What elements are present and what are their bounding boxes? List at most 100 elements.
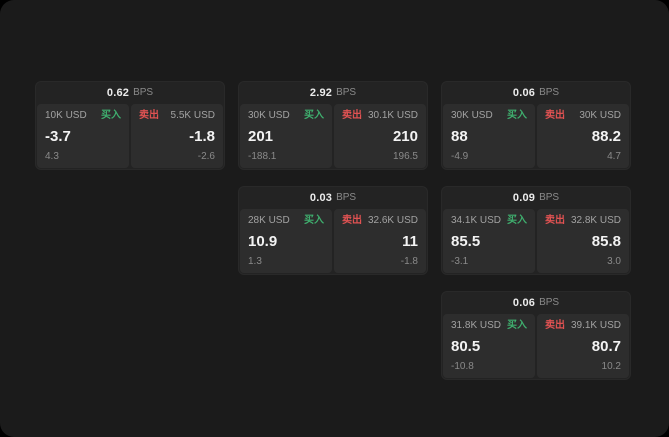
buy-amount: 30K USD bbox=[248, 110, 290, 121]
buy-tile[interactable]: 31.8K USD 买入 80.5 -10.8 bbox=[443, 314, 535, 378]
spread-value: 0.06 bbox=[512, 86, 536, 99]
sell-amount: 30.1K USD bbox=[367, 110, 418, 121]
sell-tile-top-row: 卖出 39.1K USD bbox=[545, 320, 621, 332]
sell-delta: 4.7 bbox=[607, 151, 621, 162]
sell-price: -1.8 bbox=[189, 128, 215, 145]
buy-tag: 买入 bbox=[507, 215, 527, 226]
quote-card: 0.06 BPS 31.8K USD 买入 80.5 -10.8 卖出 39.1… bbox=[441, 291, 631, 380]
sell-tag: 卖出 bbox=[545, 320, 565, 331]
buy-tile[interactable]: 34.1K USD 买入 85.5 -3.1 bbox=[443, 209, 535, 273]
sell-tile-top-row: 卖出 5.5K USD bbox=[139, 110, 215, 122]
spread-value: 0.09 bbox=[512, 191, 536, 204]
buy-tile[interactable]: 30K USD 买入 88 -4.9 bbox=[443, 104, 535, 168]
buy-amount: 28K USD bbox=[248, 215, 290, 226]
spread-header: 0.62 BPS bbox=[35, 81, 225, 104]
quote-card-body: 30K USD 买入 201 -188.1 卖出 30.1K USD 210 1… bbox=[238, 104, 428, 170]
sell-tile[interactable]: 卖出 30.1K USD 210 196.5 bbox=[334, 104, 426, 168]
buy-tile-top-row: 28K USD 买入 bbox=[248, 215, 324, 227]
quote-card: 2.92 BPS 30K USD 买入 201 -188.1 卖出 30.1K … bbox=[238, 81, 428, 170]
sell-tile[interactable]: 卖出 30K USD 88.2 4.7 bbox=[537, 104, 629, 168]
buy-delta: -4.9 bbox=[451, 151, 469, 162]
quote-card: 0.03 BPS 28K USD 买入 10.9 1.3 卖出 32.6K US… bbox=[238, 186, 428, 275]
sell-tile[interactable]: 卖出 39.1K USD 80.7 10.2 bbox=[537, 314, 629, 378]
buy-tile[interactable]: 10K USD 买入 -3.7 4.3 bbox=[37, 104, 129, 168]
spread-unit: BPS bbox=[133, 87, 154, 98]
spread-value: 0.03 bbox=[309, 191, 333, 204]
buy-price: 80.5 bbox=[451, 338, 481, 355]
buy-amount: 34.1K USD bbox=[451, 215, 502, 226]
spread-value: 2.92 bbox=[309, 86, 333, 99]
quote-card-body: 34.1K USD 买入 85.5 -3.1 卖出 32.8K USD 85.8… bbox=[441, 209, 631, 275]
quote-card-body: 28K USD 买入 10.9 1.3 卖出 32.6K USD 11 -1.8 bbox=[238, 209, 428, 275]
sell-delta: 196.5 bbox=[392, 151, 418, 162]
buy-price: -3.7 bbox=[45, 128, 71, 145]
spread-unit: BPS bbox=[539, 192, 560, 203]
quote-card-body: 31.8K USD 买入 80.5 -10.8 卖出 39.1K USD 80.… bbox=[441, 314, 631, 380]
sell-amount: 32.6K USD bbox=[367, 215, 418, 226]
sell-tile[interactable]: 卖出 32.8K USD 85.8 3.0 bbox=[537, 209, 629, 273]
quote-card: 0.09 BPS 34.1K USD 买入 85.5 -3.1 卖出 32.8K… bbox=[441, 186, 631, 275]
sell-delta: -2.6 bbox=[197, 151, 215, 162]
buy-tile-top-row: 30K USD 买入 bbox=[451, 110, 527, 122]
spread-header: 0.06 BPS bbox=[441, 291, 631, 314]
spread-value: 0.06 bbox=[512, 296, 536, 309]
spread-unit: BPS bbox=[539, 87, 560, 98]
sell-amount: 5.5K USD bbox=[170, 110, 215, 121]
sell-price: 210 bbox=[392, 128, 418, 145]
buy-tag: 买入 bbox=[304, 215, 324, 226]
quote-card: 0.06 BPS 30K USD 买入 88 -4.9 卖出 30K USD bbox=[441, 81, 631, 170]
buy-delta: -3.1 bbox=[451, 256, 469, 267]
buy-price: 10.9 bbox=[248, 233, 278, 250]
buy-tile-top-row: 31.8K USD 买入 bbox=[451, 320, 527, 332]
spread-value: 0.62 bbox=[106, 86, 130, 99]
sell-tag: 卖出 bbox=[139, 110, 159, 121]
buy-amount: 30K USD bbox=[451, 110, 493, 121]
buy-tag: 买入 bbox=[101, 110, 121, 121]
quote-card: 0.62 BPS 10K USD 买入 -3.7 4.3 卖出 5.5K USD bbox=[35, 81, 225, 170]
sell-tag: 卖出 bbox=[342, 215, 362, 226]
spread-header: 0.09 BPS bbox=[441, 186, 631, 209]
sell-price: 11 bbox=[402, 233, 418, 250]
buy-tile-top-row: 34.1K USD 买入 bbox=[451, 215, 527, 227]
buy-delta: -188.1 bbox=[248, 151, 277, 162]
spread-header: 0.03 BPS bbox=[238, 186, 428, 209]
sell-tile-top-row: 卖出 30K USD bbox=[545, 110, 621, 122]
sell-tag: 卖出 bbox=[545, 215, 565, 226]
sell-price: 80.7 bbox=[591, 338, 621, 355]
spread-unit: BPS bbox=[539, 297, 560, 308]
buy-amount: 31.8K USD bbox=[451, 320, 502, 331]
sell-delta: -1.8 bbox=[400, 256, 418, 267]
sell-price: 85.8 bbox=[591, 233, 621, 250]
sell-tile-top-row: 卖出 32.6K USD bbox=[342, 215, 418, 227]
sell-tag: 卖出 bbox=[545, 110, 565, 121]
sell-tile[interactable]: 卖出 32.6K USD 11 -1.8 bbox=[334, 209, 426, 273]
spread-header: 2.92 BPS bbox=[238, 81, 428, 104]
sell-delta: 3.0 bbox=[607, 256, 621, 267]
buy-price: 201 bbox=[248, 128, 274, 145]
sell-amount: 39.1K USD bbox=[570, 320, 621, 331]
quote-card-body: 30K USD 买入 88 -4.9 卖出 30K USD 88.2 4.7 bbox=[441, 104, 631, 170]
sell-tile-top-row: 卖出 32.8K USD bbox=[545, 215, 621, 227]
buy-delta: 4.3 bbox=[45, 151, 59, 162]
sell-amount: 32.8K USD bbox=[570, 215, 621, 226]
sell-tag: 卖出 bbox=[342, 110, 362, 121]
sell-tile[interactable]: 卖出 5.5K USD -1.8 -2.6 bbox=[131, 104, 223, 168]
buy-price: 85.5 bbox=[451, 233, 481, 250]
sell-price: 88.2 bbox=[591, 128, 621, 145]
buy-tile[interactable]: 30K USD 买入 201 -188.1 bbox=[240, 104, 332, 168]
sell-amount: 30K USD bbox=[579, 110, 621, 121]
quote-cards-grid: 0.62 BPS 10K USD 买入 -3.7 4.3 卖出 5.5K USD bbox=[35, 81, 631, 380]
quote-card-body: 10K USD 买入 -3.7 4.3 卖出 5.5K USD -1.8 -2.… bbox=[35, 104, 225, 170]
buy-tag: 买入 bbox=[507, 320, 527, 331]
buy-price: 88 bbox=[451, 128, 468, 145]
buy-tile-top-row: 10K USD 买入 bbox=[45, 110, 121, 122]
buy-tag: 买入 bbox=[304, 110, 324, 121]
buy-delta: 1.3 bbox=[248, 256, 262, 267]
buy-tile-top-row: 30K USD 买入 bbox=[248, 110, 324, 122]
buy-tile[interactable]: 28K USD 买入 10.9 1.3 bbox=[240, 209, 332, 273]
spread-unit: BPS bbox=[336, 87, 357, 98]
buy-amount: 10K USD bbox=[45, 110, 87, 121]
buy-delta: -10.8 bbox=[451, 361, 474, 372]
spread-header: 0.06 BPS bbox=[441, 81, 631, 104]
